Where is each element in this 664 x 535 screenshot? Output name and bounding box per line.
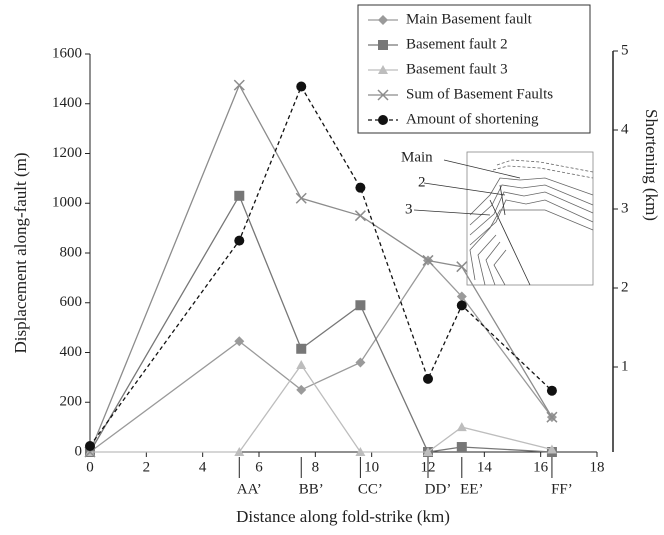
x-tick-label: 14 [477, 459, 493, 475]
inset-label: Main [401, 149, 433, 165]
point [355, 300, 366, 311]
y-tick-label: 1200 [52, 145, 82, 161]
point [456, 291, 467, 302]
point [234, 336, 245, 347]
x-axis-title: Distance along fold-strike (km) [236, 507, 450, 526]
point [355, 447, 366, 456]
series-line [89, 259, 553, 453]
y2-tick-label: 5 [621, 42, 629, 58]
point [456, 422, 467, 432]
point [355, 357, 366, 368]
x-tick-label: 16 [533, 459, 549, 475]
x-tick-label: 6 [255, 459, 263, 475]
point [296, 343, 307, 354]
legend-label: Sum of Basement Faults [406, 86, 553, 102]
point [423, 373, 433, 384]
point [234, 190, 245, 201]
legend-label: Basement fault 2 [406, 36, 508, 52]
point [296, 81, 307, 92]
y-tick-label: 1600 [52, 45, 82, 61]
point [234, 235, 245, 246]
point [456, 261, 468, 273]
series-line [90, 363, 553, 453]
point [377, 89, 389, 101]
legend-label: Basement fault 3 [406, 61, 508, 77]
y2-tick-label: 3 [621, 200, 629, 216]
y2-tick-label: 2 [621, 279, 629, 295]
point [378, 15, 388, 25]
y2-tick-label: 4 [621, 121, 629, 137]
point [422, 254, 434, 266]
point [546, 444, 557, 454]
y-tick-label: 1400 [52, 95, 82, 111]
y-axis-title: Displacement along-fault (m) [11, 152, 30, 353]
point [296, 384, 307, 395]
point [423, 447, 433, 456]
series-line [89, 85, 553, 447]
point [354, 210, 366, 222]
inset-label: 2 [418, 174, 426, 190]
point [355, 182, 366, 193]
point [546, 385, 557, 396]
legend-label: Amount of shortening [406, 111, 539, 127]
x-tick-label: 18 [590, 459, 605, 475]
point [85, 441, 95, 451]
section-label: BB’ [299, 481, 324, 497]
y-tick-label: 0 [75, 443, 83, 459]
y2-tick-label: 1 [621, 358, 629, 374]
section-label: EE’ [460, 481, 483, 497]
point [546, 411, 558, 423]
inset-label: 3 [405, 201, 413, 217]
section-label: CC’ [358, 481, 383, 497]
point [233, 79, 245, 91]
point [296, 359, 307, 369]
x-tick-label: 2 [143, 459, 151, 475]
point [378, 40, 388, 50]
x-tick-label: 10 [364, 459, 379, 475]
x-tick-label: 8 [312, 459, 320, 475]
section-label: AA’ [237, 481, 262, 497]
inset [413, 151, 594, 286]
point [295, 192, 307, 204]
y2-axis-title: Shortening (km) [642, 109, 661, 221]
y-tick-label: 200 [60, 394, 83, 410]
x-tick-label: 4 [199, 459, 207, 475]
y-tick-label: 400 [60, 344, 83, 360]
point [456, 442, 467, 453]
section-label: DD’ [425, 481, 452, 497]
point [234, 447, 245, 456]
y-tick-label: 1000 [52, 195, 82, 211]
y-tick-label: 800 [60, 244, 83, 260]
series-line [89, 83, 553, 453]
x-tick-label: 0 [86, 459, 94, 475]
y-tick-label: 600 [60, 294, 83, 310]
legend [357, 4, 591, 134]
point [378, 65, 388, 74]
point [456, 300, 467, 311]
legend-label: Main Basement fault [406, 11, 533, 27]
point [378, 115, 388, 125]
section-label: FF’ [551, 481, 573, 497]
